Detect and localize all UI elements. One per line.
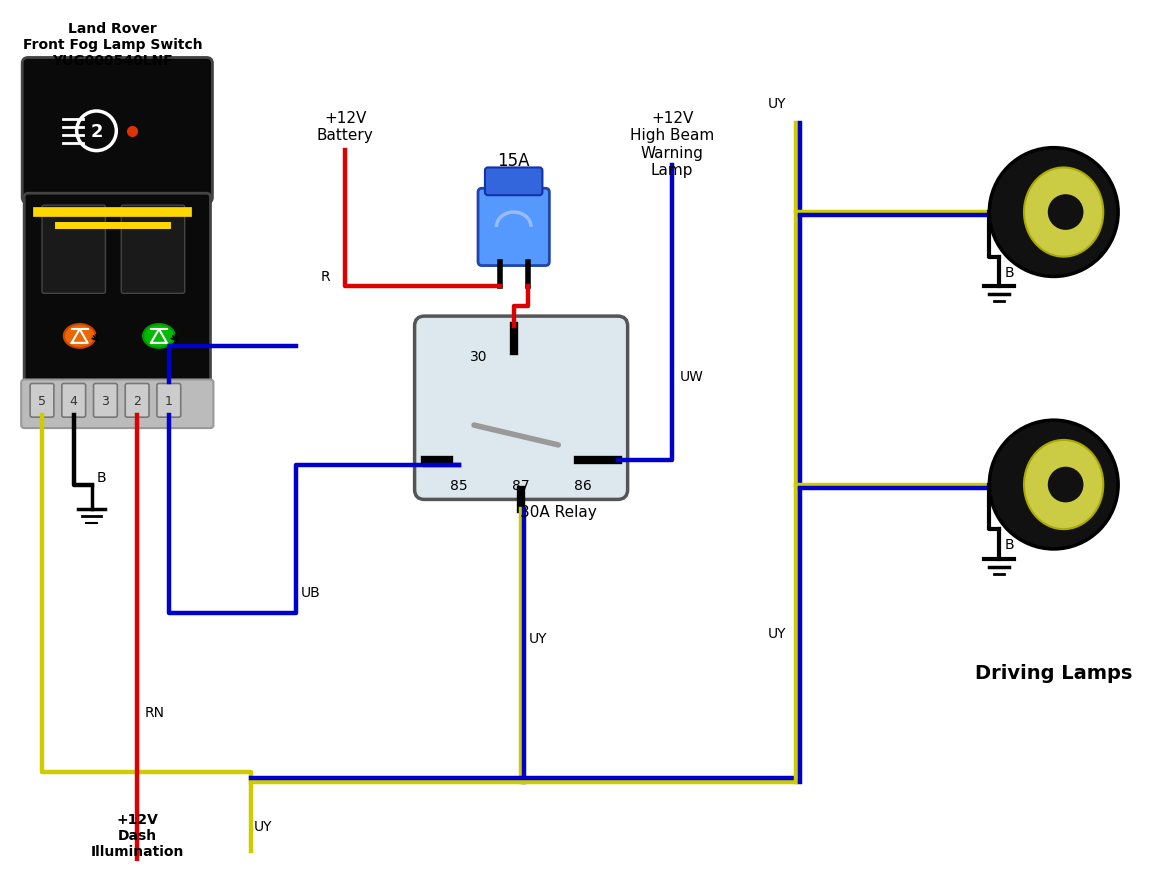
FancyBboxPatch shape	[126, 384, 149, 418]
Text: 85: 85	[451, 478, 468, 492]
FancyBboxPatch shape	[485, 169, 543, 196]
Text: YUG000540LNF: YUG000540LNF	[52, 54, 172, 68]
Text: UY: UY	[768, 97, 786, 111]
Text: UB: UB	[301, 585, 320, 599]
Text: B: B	[1004, 537, 1014, 551]
Text: 5: 5	[38, 395, 45, 408]
Text: Land Rover: Land Rover	[68, 22, 157, 36]
Text: UY: UY	[529, 632, 548, 646]
Text: Front Fog Lamp Switch: Front Fog Lamp Switch	[22, 37, 203, 51]
Text: +12V
Battery: +12V Battery	[317, 111, 374, 143]
FancyBboxPatch shape	[121, 206, 185, 294]
Circle shape	[1047, 195, 1083, 230]
Text: UW: UW	[680, 369, 704, 383]
Ellipse shape	[143, 325, 175, 348]
Ellipse shape	[1024, 169, 1103, 257]
Circle shape	[989, 421, 1118, 549]
Text: 87: 87	[511, 478, 529, 492]
Text: 4: 4	[70, 395, 78, 408]
Text: 30: 30	[471, 349, 488, 363]
Text: 3: 3	[101, 395, 110, 408]
Text: 2: 2	[133, 395, 141, 408]
Text: Driving Lamps: Driving Lamps	[975, 664, 1132, 682]
FancyBboxPatch shape	[157, 384, 181, 418]
FancyBboxPatch shape	[62, 384, 85, 418]
FancyBboxPatch shape	[415, 316, 628, 500]
Text: B: B	[97, 470, 106, 484]
Text: 2: 2	[90, 123, 103, 141]
FancyBboxPatch shape	[22, 58, 212, 204]
Text: UY: UY	[254, 819, 273, 833]
Text: B: B	[1004, 265, 1014, 279]
Text: RN: RN	[146, 706, 165, 720]
Text: +12V
High Beam
Warning
Lamp: +12V High Beam Warning Lamp	[630, 111, 714, 178]
FancyBboxPatch shape	[478, 189, 550, 266]
FancyBboxPatch shape	[42, 206, 105, 294]
Text: 86: 86	[574, 478, 592, 492]
FancyBboxPatch shape	[93, 384, 118, 418]
FancyBboxPatch shape	[24, 194, 211, 385]
Text: UY: UY	[768, 627, 786, 640]
Text: R: R	[320, 270, 331, 284]
Text: +12V
Dash
Illumination: +12V Dash Illumination	[91, 812, 184, 858]
Circle shape	[989, 149, 1118, 277]
Text: 1: 1	[165, 395, 172, 408]
Ellipse shape	[64, 325, 96, 348]
Text: 15A: 15A	[497, 151, 530, 169]
FancyBboxPatch shape	[30, 384, 54, 418]
Ellipse shape	[1024, 441, 1103, 529]
Text: 30A Relay: 30A Relay	[520, 505, 596, 520]
Circle shape	[1047, 468, 1083, 503]
FancyBboxPatch shape	[21, 380, 213, 428]
